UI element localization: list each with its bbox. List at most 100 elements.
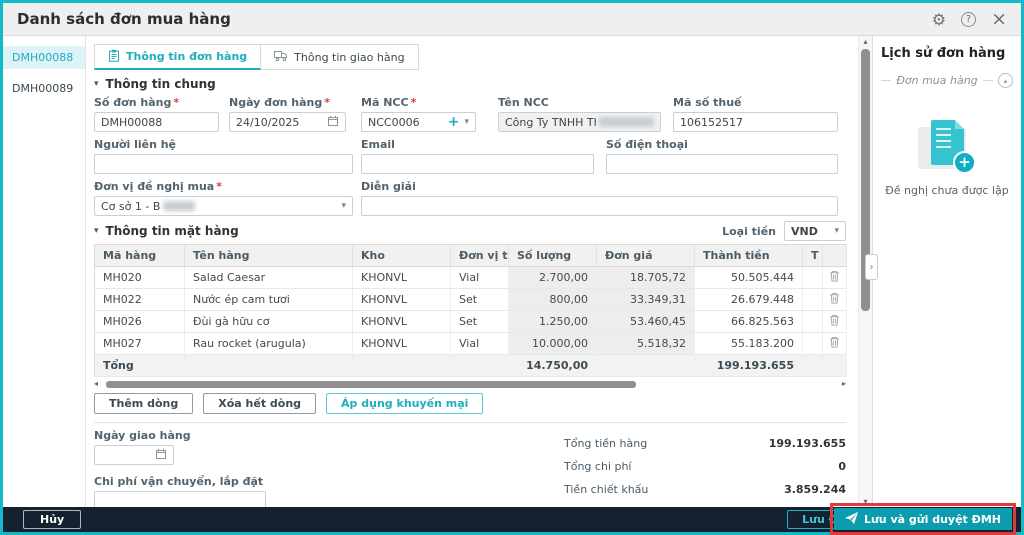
cancel-button[interactable]: Hủy	[23, 510, 81, 529]
email-label: Email	[361, 138, 395, 151]
cell-qty: 2.700,00	[509, 267, 597, 289]
titlebar-icons: ⚙ ? ×	[932, 10, 1007, 29]
save-and-submit-button[interactable]: Lưu và gửi duyệt ĐMH	[834, 508, 1012, 530]
purchase-order-dialog: Danh sách đơn mua hàng ⚙ ? × DMH00088 DM…	[0, 0, 1024, 535]
table-buttons: Thêm dòng Xóa hết dòng Áp dụng khuyến mạ…	[94, 393, 858, 414]
form-row-3: Đơn vị đề nghị mua* Cơ sở 1 - B ▾ Diễn g…	[94, 180, 858, 216]
clear-rows-button[interactable]: Xóa hết dòng	[203, 393, 316, 414]
delete-row-button[interactable]	[823, 267, 847, 289]
tax-code-input[interactable]	[680, 116, 831, 129]
horizontal-scrollbar-thumb[interactable]	[106, 381, 636, 388]
help-icon[interactable]: ?	[961, 12, 976, 27]
general-info-section-header[interactable]: ▾ Thông tin chung	[94, 76, 858, 92]
total-amount: 199.193.655	[695, 355, 803, 377]
description-field: Diễn giải	[361, 180, 838, 216]
order-list-sidebar: DMH00088 DMH00089	[3, 36, 86, 507]
cell-unit: Set	[451, 311, 509, 333]
tab-order-info-label: Thông tin đơn hàng	[126, 50, 247, 63]
delivery-date-input[interactable]	[101, 449, 155, 462]
table-row: MH027 Rau rocket (arugula) KHONVL Vial 1…	[95, 333, 847, 355]
gear-icon[interactable]: ⚙	[932, 10, 946, 29]
cell-unit: Set	[451, 289, 509, 311]
cell-warehouse: KHONVL	[353, 289, 451, 311]
history-group-label: Đơn mua hàng	[896, 74, 977, 87]
sidebar-item-dmh00088[interactable]: DMH00088	[3, 46, 85, 69]
history-empty-text: Đề nghị chưa được lập	[881, 184, 1013, 197]
chevron-down-icon: ▾	[834, 226, 839, 236]
cell-name: Đùi gà hữu cơ	[185, 311, 353, 333]
items-table: Mã hàng Tên hàng Kho Đơn vị tính Số lượn…	[94, 244, 847, 377]
cell-price: 5.518,32	[597, 333, 695, 355]
cell-qty: 1.250,00	[509, 311, 597, 333]
supplier-name-value: Công Ty TNHH Th	[505, 116, 596, 129]
tab-order-info[interactable]: Thông tin đơn hàng	[94, 44, 261, 70]
requesting-unit-field: Đơn vị đề nghị mua* Cơ sở 1 - B ▾	[94, 180, 353, 216]
annotation-highlight: Lưu và gửi duyệt ĐMH	[830, 503, 1016, 535]
shipping-cost-label: Chi phí vận chuyển, lắp đặt	[94, 475, 263, 488]
add-row-button[interactable]: Thêm dòng	[94, 393, 193, 414]
scroll-up-icon[interactable]: ▴	[859, 37, 872, 46]
summary-row: Tổng chi phí 0	[564, 460, 846, 474]
requesting-unit-select[interactable]: Cơ sở 1 - B ▾	[94, 196, 353, 216]
items-title: Thông tin mặt hàng	[106, 224, 239, 238]
required-marker: *	[411, 96, 417, 109]
delete-row-button[interactable]	[823, 289, 847, 311]
cell-amount: 26.679.448	[695, 289, 803, 311]
cell-name: Rau rocket (arugula)	[185, 333, 353, 355]
description-input[interactable]	[368, 200, 831, 213]
scroll-left-icon[interactable]: ◂	[94, 379, 98, 388]
currency-select[interactable]: VND ▾	[784, 221, 846, 241]
contact-input[interactable]	[101, 158, 346, 171]
plus-badge-icon: +	[953, 151, 976, 174]
order-no-input[interactable]	[101, 116, 212, 129]
supplier-code-input[interactable]	[368, 116, 444, 129]
supplier-code-field: Mã NCC* + ▾	[361, 96, 476, 132]
panel-expander[interactable]: ›	[865, 254, 878, 280]
main-content: Thông tin đơn hàng Thông tin giao hàng ▾…	[86, 36, 858, 507]
summary-label: Tiền chiết khấu	[564, 483, 784, 497]
divider	[983, 80, 993, 81]
delete-row-button[interactable]	[823, 311, 847, 333]
sidebar-item-dmh00089[interactable]: DMH00089	[3, 77, 85, 100]
contact-label: Người liên hệ	[94, 138, 176, 151]
delivery-date-field: Ngày giao hàng	[94, 429, 174, 465]
chevron-down-icon: ▾	[341, 201, 346, 211]
supplier-name-label: Tên NCC	[498, 96, 549, 109]
cell-price: 33.349,31	[597, 289, 695, 311]
cell-amount: 66.825.563	[695, 311, 803, 333]
tab-delivery-info-label: Thông tin giao hàng	[294, 51, 404, 64]
close-icon[interactable]: ×	[991, 12, 1007, 26]
summary-value: 3.859.244	[784, 483, 846, 497]
summary-row: Tổng tiền hàng 199.193.655	[564, 437, 846, 451]
calendar-icon[interactable]	[155, 448, 167, 463]
shipping-cost-input[interactable]	[101, 495, 259, 508]
required-marker: *	[216, 180, 222, 193]
scroll-right-icon[interactable]: ▸	[842, 379, 846, 388]
table-row: MH020 Salad Caesar KHONVL Vial 2.700,00 …	[95, 267, 847, 289]
calendar-icon[interactable]	[327, 115, 339, 130]
tab-strip: Thông tin đơn hàng Thông tin giao hàng	[94, 44, 858, 70]
items-section-toggle[interactable]: ▾ Thông tin mặt hàng	[94, 223, 239, 239]
horizontal-scrollbar: ◂ ▸	[94, 380, 846, 389]
chevron-down-icon[interactable]: ▾	[464, 117, 469, 127]
tax-code-field: Mã số thuế	[673, 96, 838, 132]
email-input[interactable]	[368, 158, 587, 171]
order-date-input[interactable]	[236, 116, 327, 129]
apply-promotion-button[interactable]: Áp dụng khuyến mại	[326, 393, 483, 414]
form-row-1: Số đơn hàng* Ngày đơn hàng* Mã NCC* +	[94, 96, 858, 132]
order-summary: Tổng tiền hàng 199.193.655 Tổng chi phí …	[564, 429, 846, 507]
cell-code: MH027	[95, 333, 185, 355]
table-row: MH022 Nước ép cam tươi KHONVL Set 800,00…	[95, 289, 847, 311]
cell-unit: Vial	[451, 333, 509, 355]
phone-input[interactable]	[613, 158, 831, 171]
cell-amount: 55.183.200	[695, 333, 803, 355]
cell-code: MH020	[95, 267, 185, 289]
cell-amount: 50.505.444	[695, 267, 803, 289]
redacted-text	[599, 117, 654, 127]
cell-unit: Vial	[451, 267, 509, 289]
collapse-group-icon[interactable]: ▴	[998, 73, 1013, 88]
delete-row-button[interactable]	[823, 333, 847, 355]
bottom-section: Ngày giao hàng Chi phí vận chuyển, lắp đ…	[94, 429, 846, 507]
add-supplier-icon[interactable]: +	[448, 116, 460, 128]
tab-delivery-info[interactable]: Thông tin giao hàng	[261, 44, 418, 70]
